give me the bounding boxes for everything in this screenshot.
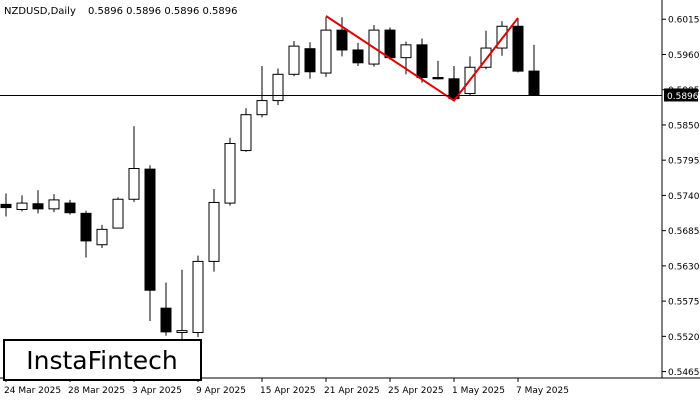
watermark-box <box>3 339 202 381</box>
candle-body-bearish <box>80 212 92 242</box>
y-tick-label: 0.5465 <box>668 368 700 378</box>
candle-body-bullish <box>128 167 140 200</box>
candle <box>384 27 396 60</box>
time-axis: 24 Mar 2025 28 Mar 2025 3 Apr 2025 9 Apr 20… <box>4 378 569 396</box>
y-tick-label: 0.5520 <box>668 333 700 343</box>
candle <box>176 269 188 340</box>
current-price-label: 0.5896 <box>667 92 699 102</box>
candle <box>416 38 428 83</box>
candle-body-bearish <box>32 203 44 210</box>
symbol-label: NZDUSD,Daily <box>4 6 76 17</box>
candle <box>432 60 444 80</box>
y-tick-label: 0.5630 <box>668 262 700 272</box>
candle-body-bearish <box>352 49 364 64</box>
candle <box>240 108 252 152</box>
candle <box>32 190 44 214</box>
candle <box>64 199 76 215</box>
candle-body-bearish <box>64 202 76 214</box>
candle <box>256 65 268 118</box>
ohlc-label: 0.5896 0.5896 0.5896 0.5896 <box>88 6 238 17</box>
candle-body-bullish <box>16 202 28 211</box>
candle <box>304 42 316 79</box>
y-tick-label: 0.5740 <box>668 192 700 202</box>
candle-body-bullish <box>240 114 252 152</box>
candle <box>48 194 60 213</box>
candle-body-bearish <box>384 29 396 59</box>
candle-body-bullish <box>320 29 332 74</box>
x-tick-label: 1 May 2025 <box>452 386 505 396</box>
watermark-text: InstaFintech <box>26 346 178 375</box>
watermark-logo: InstaFintech <box>3 339 202 381</box>
candle <box>320 17 332 77</box>
candle <box>160 282 172 336</box>
y-tick-label: 0.5685 <box>668 227 700 237</box>
candle-body-bullish <box>96 228 108 246</box>
candle-body-bearish <box>304 48 316 73</box>
candle <box>272 68 284 106</box>
y-tick-label: 0.5575 <box>668 298 700 308</box>
x-tick-label: 9 Apr 2025 <box>196 386 246 396</box>
candle-body-bearish <box>416 44 428 79</box>
candle <box>208 189 220 272</box>
current-price-box: 0.5896 <box>664 88 699 102</box>
candle <box>336 17 348 57</box>
candle-body-bullish <box>192 260 204 334</box>
double-top-pattern-line <box>325 15 519 102</box>
candle-body-bearish <box>144 168 156 291</box>
x-tick-label: 3 Apr 2025 <box>132 386 182 396</box>
candle-body-bullish <box>288 45 300 75</box>
y-tick-label: 0.5960 <box>668 51 700 61</box>
candle-body-bullish <box>112 198 124 229</box>
candle <box>128 126 140 202</box>
x-tick-label: 21 Apr 2025 <box>324 386 380 396</box>
candle <box>112 197 124 229</box>
candle <box>512 19 524 73</box>
y-tick-label: 0.6015 <box>668 16 700 26</box>
candle <box>96 224 108 248</box>
candle-body-bullish <box>208 201 220 262</box>
candle-body-bearish <box>0 203 12 209</box>
candle-body-bearish <box>528 70 540 96</box>
y-tick-label: 0.5850 <box>668 121 700 131</box>
candle <box>352 42 364 66</box>
candle-body-bearish <box>160 307 172 333</box>
candle <box>448 65 460 100</box>
candle-body-bullish <box>224 143 236 204</box>
candle <box>0 193 12 217</box>
candle-body-bullish <box>400 44 412 59</box>
candle <box>144 165 156 321</box>
candle-body-bullish <box>272 73 284 102</box>
candle <box>224 137 236 206</box>
x-tick-label: 7 May 2025 <box>516 386 569 396</box>
candle-body-bullish <box>256 100 268 116</box>
x-tick-label: 24 Mar 2025 <box>4 386 61 396</box>
x-tick-label: 25 Apr 2025 <box>388 386 444 396</box>
candle <box>288 41 300 77</box>
candle-body-bearish <box>448 78 460 100</box>
candle-body-bearish <box>336 29 348 51</box>
candle-body-bearish <box>512 25 524 72</box>
candle-body-bearish <box>432 77 444 80</box>
candle <box>16 195 28 212</box>
y-tick-label: 0.5795 <box>668 157 700 167</box>
candle-body-bullish <box>48 199 60 210</box>
candle <box>192 255 204 337</box>
candle-body-bullish <box>176 330 188 334</box>
current-price-box-bg <box>664 88 698 102</box>
x-tick-label: 28 Mar 2025 <box>68 386 125 396</box>
x-tick-label: 15 Apr 2025 <box>260 386 316 396</box>
pattern-layer <box>325 15 519 102</box>
candle <box>80 210 92 258</box>
